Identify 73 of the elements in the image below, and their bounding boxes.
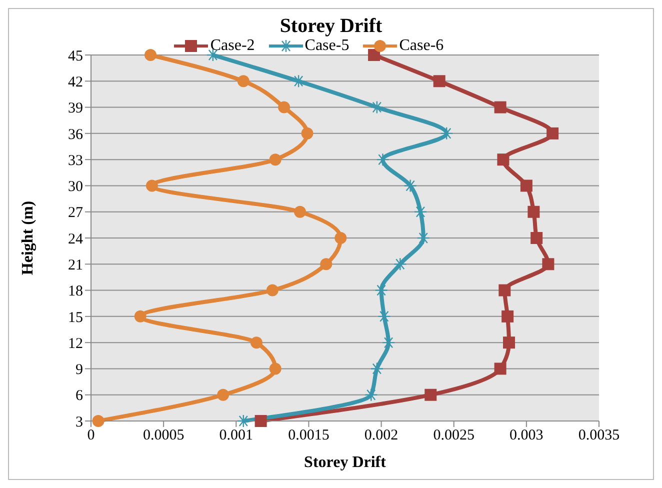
point (278, 101, 290, 114)
y-tick-label: 21 (68, 257, 83, 274)
chart-title: Storey Drift (278, 15, 384, 37)
y-tick-label: 33 (68, 152, 83, 169)
point (416, 231, 430, 245)
y-tick-label: 3 (76, 414, 83, 430)
point (370, 362, 384, 376)
point (497, 154, 510, 166)
point (414, 205, 428, 218)
point (530, 232, 543, 244)
point (546, 127, 559, 140)
x-tick-label: 0.003 (510, 428, 544, 444)
x-tick-label: 0.0025 (433, 428, 474, 444)
point (237, 75, 250, 88)
y-tick-label: 30 (68, 179, 83, 196)
x-axis-title: Storey Drift (304, 454, 387, 471)
point (269, 362, 282, 375)
point (494, 362, 506, 375)
x-tick-label: 0.0005 (142, 428, 184, 444)
point (494, 101, 506, 114)
point (370, 100, 384, 114)
y-tick-label: 15 (68, 310, 83, 326)
y-tick-label: 27 (68, 205, 84, 222)
point (378, 310, 391, 324)
x-tick-label: 0.002 (364, 428, 398, 444)
point (498, 284, 511, 296)
y-axis-title: Height (m) (20, 200, 37, 276)
point (334, 232, 347, 244)
point (376, 152, 390, 166)
x-tick-label: 0.0035 (578, 428, 620, 444)
point (144, 49, 157, 61)
y-tick-label: 39 (68, 100, 83, 117)
point (424, 388, 437, 401)
point (440, 126, 454, 140)
point (503, 336, 516, 349)
y-tick-label: 12 (68, 336, 83, 352)
point (250, 336, 262, 349)
point (292, 74, 306, 88)
y-tick-label: 9 (76, 362, 83, 378)
point (266, 284, 278, 296)
point (301, 127, 314, 140)
x-tick-label: 0 (87, 428, 95, 444)
point (236, 414, 250, 428)
x-tick-label: 0.0015 (288, 428, 330, 444)
point (320, 258, 332, 270)
point (404, 179, 417, 192)
point (217, 388, 230, 401)
legend-label: Case-2 (210, 37, 255, 55)
point (254, 415, 267, 427)
point (368, 49, 380, 61)
point (92, 415, 104, 427)
legend-label: Case-5 (304, 37, 350, 55)
point (433, 75, 446, 88)
y-tick-label: 18 (68, 284, 83, 300)
point (382, 336, 396, 350)
point (146, 180, 158, 192)
y-tick-label: 24 (68, 231, 84, 248)
legend-label: Case-6 (399, 37, 444, 55)
point (502, 310, 514, 322)
point (294, 206, 306, 218)
y-tick-label: 42 (68, 74, 83, 90)
point (374, 284, 388, 297)
point (528, 206, 540, 218)
x-tick-label: 0.001 (219, 428, 254, 444)
point (134, 310, 146, 322)
point (394, 258, 407, 271)
point (269, 154, 282, 166)
y-tick-label: 45 (68, 48, 83, 64)
y-tick-label: 36 (68, 126, 84, 143)
y-tick-label: 6 (76, 388, 84, 404)
point (520, 180, 532, 192)
point (364, 388, 378, 402)
point (542, 258, 554, 270)
